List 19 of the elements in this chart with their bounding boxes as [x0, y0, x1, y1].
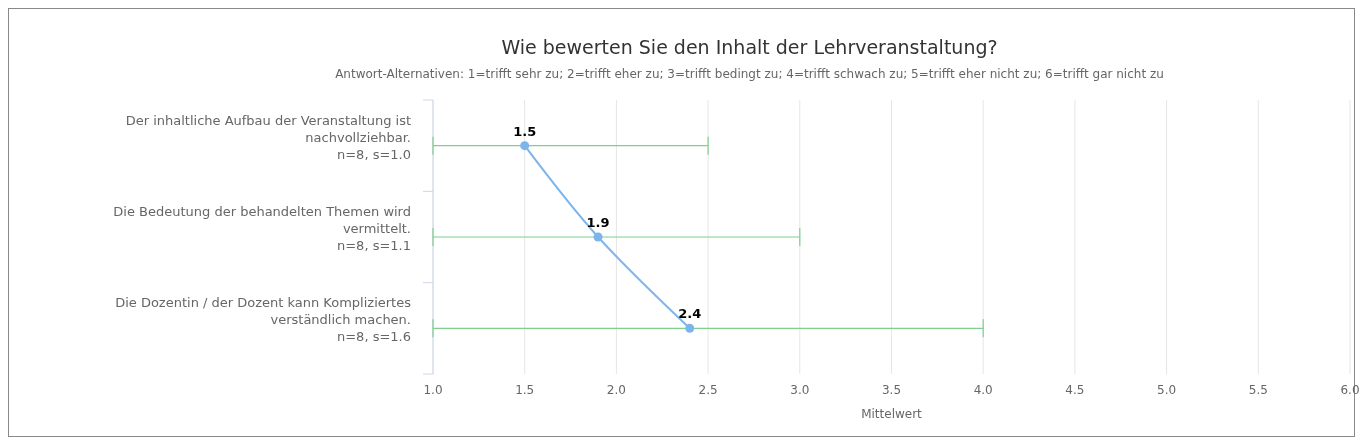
x-tick-label: 3.5 — [881, 383, 902, 397]
data-label: 2.4 — [678, 306, 702, 322]
chart-subtitle: Antwort-Alternativen: 1=trifft sehr zu; 2=trifft eher zu; 3=trifft bedingt zu; 4=trifft schwach zu; 5=trifft eher nicht zu; 6=trifft gar nicht zu — [335, 67, 1164, 81]
x-axis-title: Mittelwert — [861, 407, 923, 421]
x-tick-label: 3.0 — [790, 383, 810, 397]
y-tick-label: Die Bedeutung der behandelten Themen wird vermittelt. n=8, s=1.1 — [113, 204, 411, 253]
x-tick-label: 4.0 — [973, 383, 993, 397]
x-tick-label: 1.5 — [515, 383, 535, 397]
x-tick-label: 1.0 — [423, 383, 443, 397]
x-tick-label: 5.5 — [1248, 383, 1268, 397]
data-label: 1.5 — [513, 123, 537, 139]
chart-title: Wie bewerten Sie den Inhalt der Lehrveranstaltung? — [501, 36, 998, 58]
x-tick-label: 4.5 — [1065, 383, 1085, 397]
x-tick-label: 5.0 — [1157, 383, 1177, 397]
x-tick-label: 2.5 — [698, 383, 718, 397]
y-tick-label: Der inhaltliche Aufbau der Veranstaltung ist nachvollziehbar. n=8, s=1.0 — [125, 112, 411, 162]
y-tick-label: Die Dozentin / der Dozent kann Kompliziertes verständlich machen. n=8, s=1.6 — [115, 295, 412, 345]
data-label: 1.9 — [586, 215, 610, 230]
x-tick-label: 2.0 — [606, 383, 626, 397]
